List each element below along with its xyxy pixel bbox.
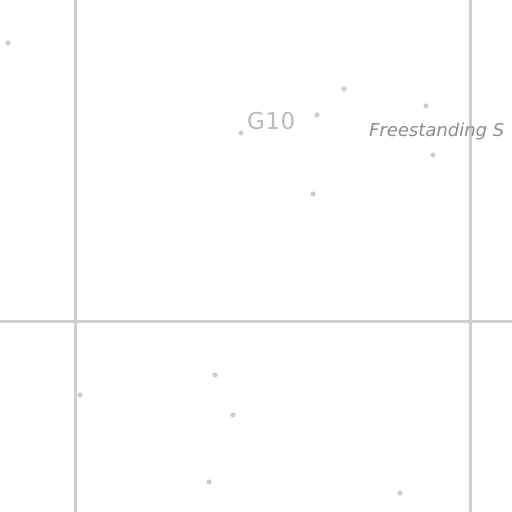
poi-dot[interactable] bbox=[206, 479, 212, 485]
poi-dot[interactable] bbox=[423, 103, 429, 109]
poi-dot[interactable] bbox=[341, 86, 347, 92]
block-code-label: G10 bbox=[247, 109, 296, 135]
road-vertical-right bbox=[469, 0, 472, 512]
road-horizontal-middle bbox=[0, 320, 512, 323]
poi-dot[interactable] bbox=[77, 392, 83, 398]
road-vertical-left bbox=[74, 0, 77, 512]
poi-dot[interactable] bbox=[238, 130, 244, 136]
place-name-label[interactable]: Freestanding S bbox=[369, 120, 505, 141]
poi-dot[interactable] bbox=[5, 40, 11, 46]
poi-dot[interactable] bbox=[212, 372, 218, 378]
poi-dot[interactable] bbox=[397, 490, 403, 496]
poi-dot[interactable] bbox=[230, 412, 236, 418]
poi-dot[interactable] bbox=[310, 191, 316, 197]
poi-dot[interactable] bbox=[430, 152, 436, 158]
poi-dot[interactable] bbox=[314, 112, 320, 118]
